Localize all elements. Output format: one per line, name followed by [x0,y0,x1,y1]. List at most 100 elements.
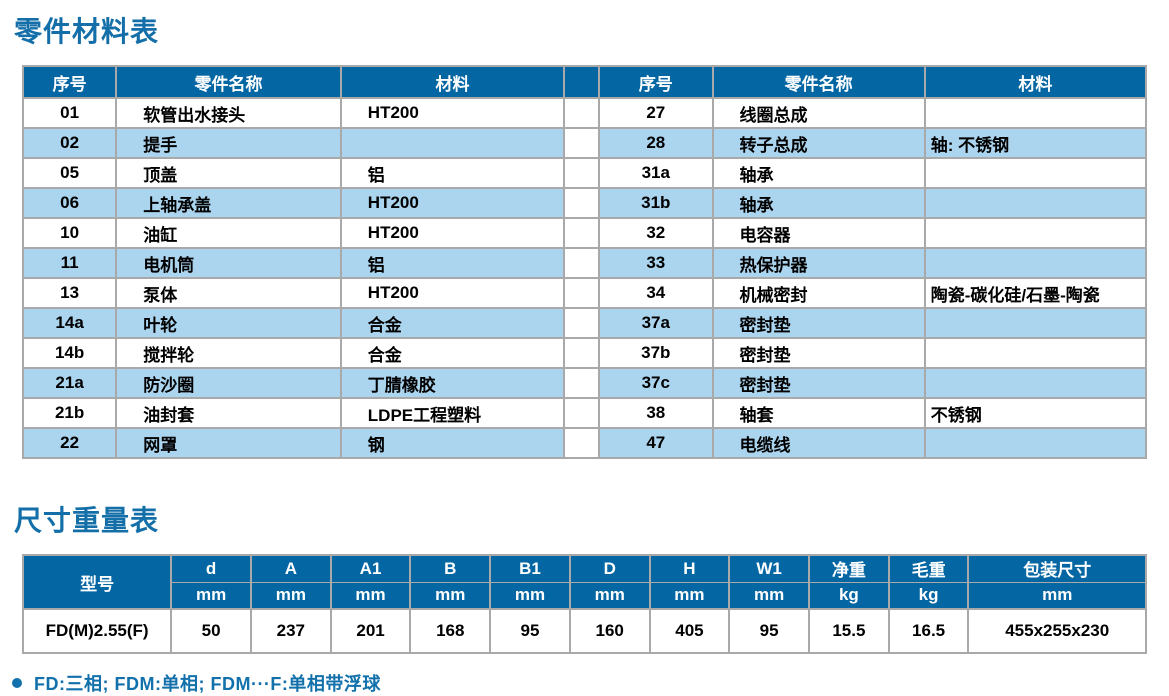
column-header-no: 序号 [598,65,714,99]
part-name-cell: 轴承 [711,187,926,219]
part-number-cell: 28 [598,127,714,159]
part-number-cell: 33 [598,247,714,279]
part-material-cell: HT200 [339,217,566,249]
part-name-cell: 搅拌轮 [115,337,342,369]
parts-table-row: 22 网罩钢 47 电缆线 [21,427,1148,459]
part-name-cell: 线圈总成 [711,97,926,129]
dims-column-label: B [409,554,492,583]
parts-table-row: 01 软管出水接头 HT200 27 线圈总成 [21,97,1148,129]
part-name-cell: 密封垫 [711,307,926,339]
dims-value-cell: 405 [648,608,731,654]
part-name-cell: 软管出水接头 [115,97,342,129]
part-material-cell [923,427,1148,459]
dims-values-row: FD(M)2.55(F) 50 237 201 168 95 160 405 95 15.5 16… [21,608,1147,654]
part-material-cell [923,157,1148,189]
part-material-cell [923,367,1148,399]
dims-column-label: A1 [329,554,412,583]
parts-table-row: 02 提手 28 转子总成 轴: 不锈钢 [21,127,1148,159]
part-name-cell: 网罩 [115,427,342,459]
part-material-cell [923,307,1148,339]
part-number-cell: 22 [21,427,118,459]
dims-value-cell: 160 [568,608,651,654]
part-number-cell: 32 [598,217,714,249]
part-material-cell: 陶瓷-碳化硅/石墨-陶瓷 [923,277,1148,309]
dims-value-cell: 237 [249,608,332,654]
part-name-cell: 转子总成 [711,127,926,159]
part-number-cell: 14b [21,337,118,369]
part-number-cell: 31b [598,187,714,219]
spacer-cell [563,427,601,459]
parts-table-title: 零件材料表 [14,16,160,47]
model-value-cell: FD(M)2.55(F) [21,608,173,654]
parts-table-row: 06 上轴承盖 HT200 31b 轴承 [21,187,1148,219]
dimensions-table-title: 尺寸重量表 [14,505,160,536]
part-number-cell: 14a [21,307,118,339]
column-header-model: 型号 [21,554,173,610]
part-number-cell: 21a [21,367,118,399]
part-number-cell: 06 [21,187,118,219]
dims-column-unit: kg [887,581,970,610]
spacer-cell [563,127,601,159]
part-material-cell [923,97,1148,129]
dims-column-label: D [568,554,651,583]
part-number-cell: 37b [598,337,714,369]
part-material-cell [923,247,1148,279]
part-name-cell: 防沙圈 [115,367,342,399]
dims-column-unit: mm [249,581,332,610]
dims-value-cell: 95 [728,608,810,654]
dims-column-label: 净重 [808,554,890,583]
part-material-cell: HT200 [339,277,566,309]
dims-letters-row: 型号 d A A1 B B1 D H W1 净重 毛重 包装尺寸 [21,554,1147,610]
parts-material-table: 序号 零件名称 材料 序号 零件名称 材料 01 软管出水接头 HT200 27 线圈总… [21,65,1148,459]
column-header-no: 序号 [21,65,118,99]
part-number-cell: 05 [21,157,118,189]
part-name-cell: 电缆线 [711,427,926,459]
part-material-cell: 铝 [339,247,566,279]
part-number-cell: 47 [598,427,714,459]
dims-column-label: W1 [728,554,810,583]
spacer-cell [563,157,601,189]
spacer-cell [563,247,601,279]
part-material-cell: 钢 [339,427,566,459]
spacer-cell [563,277,601,309]
dims-value-cell: 16.5 [887,608,970,654]
part-material-cell: LDPE工程塑料 [339,397,566,429]
part-name-cell: 电机筒 [115,247,342,279]
dims-column-unit: mm [489,581,571,610]
footnote-text: FD:三相; FDM:单相; FDM···F:单相带浮球 [34,674,381,694]
part-name-cell: 上轴承盖 [115,187,342,219]
part-material-cell: 丁腈橡胶 [339,367,566,399]
dims-column-unit: mm [967,581,1147,610]
parts-table-body: 01 软管出水接头 HT200 27 线圈总成 02 提手 28 转子总成 轴: 不锈钢 05 顶盖铝… [21,97,1148,459]
dims-value-cell: 455x255x230 [967,608,1147,654]
part-number-cell: 31a [598,157,714,189]
dims-value-cell: 201 [329,608,412,654]
spacer-cell [563,367,601,399]
part-name-cell: 顶盖 [115,157,342,189]
part-number-cell: 27 [598,97,714,129]
dims-column-unit: mm [648,581,731,610]
part-name-cell: 电容器 [711,217,926,249]
spacer-cell [563,397,601,429]
part-material-cell: 不锈钢 [923,397,1148,429]
dims-units-row: mm mm mm mm mm mm mm mm kg kg mm [23,581,1147,610]
part-name-cell: 密封垫 [711,367,926,399]
part-number-cell: 10 [21,217,118,249]
dims-value-cell: 168 [409,608,492,654]
column-header-material: 材料 [339,65,566,99]
spacer-cell [563,337,601,369]
part-name-cell: 机械密封 [711,277,926,309]
part-number-cell: 21b [21,397,118,429]
part-number-cell: 13 [21,277,118,309]
part-name-cell: 叶轮 [115,307,342,339]
parts-table-row: 14a 叶轮 合金 37a 密封垫 [21,307,1148,339]
dims-column-unit: mm [170,581,252,610]
part-material-cell: HT200 [339,97,566,129]
dims-column-unit: mm [329,581,412,610]
spacer-cell [563,217,601,249]
parts-table-row: 10 油缸 HT200 32 电容器 [21,217,1148,249]
dims-value-cell: 50 [170,608,252,654]
dims-value-cell: 95 [489,608,571,654]
dims-column-label: A [249,554,332,583]
dims-column-label: 包装尺寸 [967,554,1147,583]
